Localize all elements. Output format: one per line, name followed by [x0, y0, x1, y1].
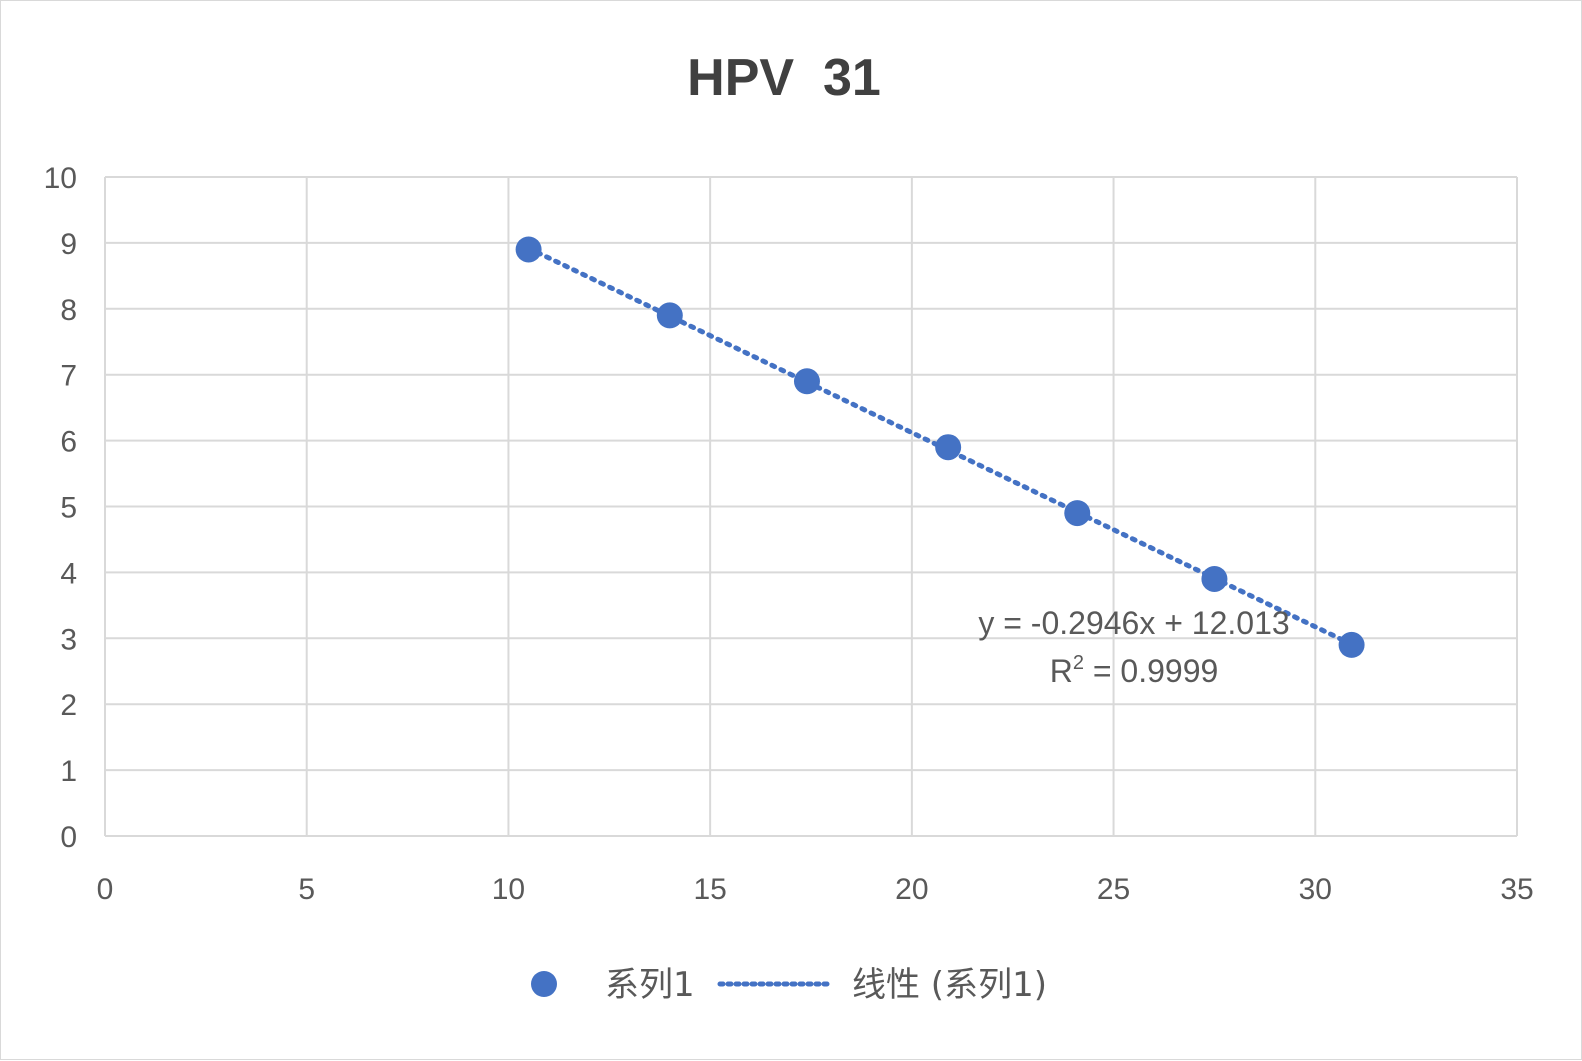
y-tick-label-4: 4: [60, 557, 77, 590]
y-tick-label-7: 7: [60, 360, 77, 393]
legend-label-series1: 系列1: [605, 965, 695, 1005]
chart-title: HPV 31: [687, 49, 881, 107]
y-tick-label-8: 8: [60, 294, 77, 327]
data-point-2: [657, 302, 683, 328]
y-tick-label-1: 1: [60, 755, 77, 788]
x-tick-label-30: 30: [1299, 873, 1332, 906]
y-tick-label-3: 3: [60, 623, 77, 656]
axes: 0 1 2 3 4 5 6 7 8 9 10 0 5 10 15 20 25 30 35: [44, 162, 1534, 906]
r-squared-superscript: 2: [1073, 652, 1084, 674]
data-point-6: [1201, 566, 1227, 592]
data-point-1: [516, 236, 542, 262]
data-point-5: [1064, 500, 1090, 526]
legend-marker-series1: [531, 971, 557, 997]
trendline-equation: y = -0.2946x + 12.013: [978, 605, 1289, 641]
x-tick-label-5: 5: [298, 873, 315, 906]
y-tick-label-5: 5: [60, 492, 77, 525]
y-tick-label-2: 2: [60, 689, 77, 722]
x-tick-label-15: 15: [693, 873, 726, 906]
y-tick-label-9: 9: [60, 228, 77, 261]
y-tick-label-0: 0: [60, 821, 77, 854]
data-point-7: [1339, 632, 1365, 658]
x-tick-label-0: 0: [97, 873, 114, 906]
x-tick-label-10: 10: [492, 873, 525, 906]
y-tick-label-10: 10: [44, 162, 77, 195]
r-squared-r: R: [1050, 653, 1073, 689]
data-point-4: [935, 434, 961, 460]
legend-label-trendline: 线性 (系列1): [852, 965, 1047, 1005]
grid-lines: [105, 177, 1517, 836]
r-squared-label: R2 = 0.9999: [1050, 652, 1219, 689]
x-tick-label-35: 35: [1500, 873, 1533, 906]
data-points: [516, 236, 1365, 657]
y-tick-label-6: 6: [60, 426, 77, 459]
x-tick-label-20: 20: [895, 873, 928, 906]
data-point-3: [794, 368, 820, 394]
r-squared-value: = 0.9999: [1084, 653, 1218, 689]
legend: 系列1 线性 (系列1): [531, 965, 1047, 1005]
x-tick-label-25: 25: [1097, 873, 1130, 906]
